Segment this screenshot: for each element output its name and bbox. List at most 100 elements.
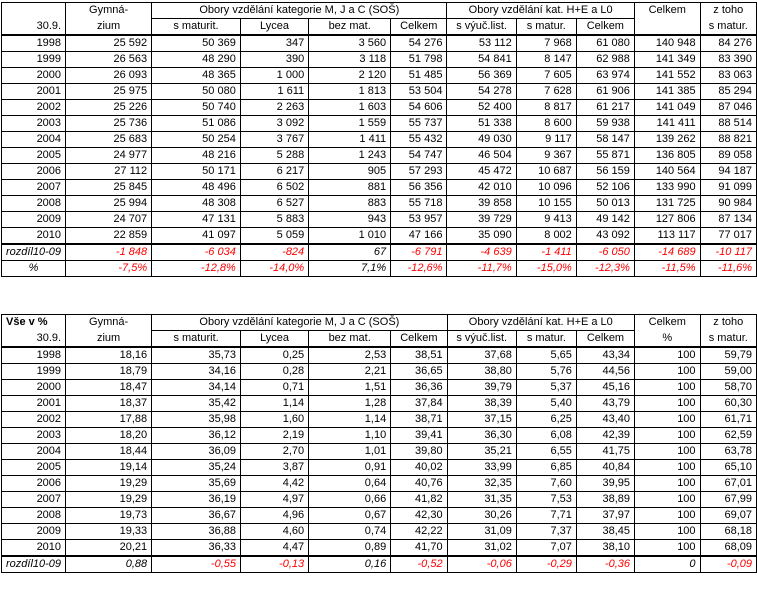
percent-change-row: % -7,5% -12,8% -14,0% 7,1% -12,6% -11,7% -15,0%… bbox=[0, 260, 757, 277]
value-cell: 5,65 bbox=[515, 346, 577, 364]
value-cell: 43,34 bbox=[575, 346, 636, 364]
value-cell: 50 740 bbox=[151, 99, 241, 116]
value-cell: 18,37 bbox=[65, 395, 153, 412]
sos-col-header: s maturit. bbox=[151, 18, 241, 36]
value-cell: 0,64 bbox=[308, 475, 392, 492]
value-cell: 54 841 bbox=[446, 51, 517, 68]
value-cell: 38,89 bbox=[575, 491, 636, 508]
value-cell: 25 845 bbox=[65, 179, 153, 196]
value-cell: 8 002 bbox=[515, 227, 577, 245]
value-cell: 63,78 bbox=[699, 443, 757, 460]
value-cell: 25 736 bbox=[65, 115, 153, 132]
value-cell: 54 606 bbox=[390, 99, 448, 116]
diff-row-value: -4 639 bbox=[446, 243, 517, 261]
year-cell: 2005 bbox=[0, 459, 67, 476]
year-cell: 2005 bbox=[0, 147, 67, 164]
value-cell: 89 058 bbox=[699, 147, 757, 164]
table-row: 2009 19,33 36,88 4,60 0,74 42,22 31,09 7,37 38,4… bbox=[0, 523, 757, 540]
value-cell: 7 605 bbox=[515, 67, 577, 84]
value-cell: 34,14 bbox=[151, 379, 241, 396]
value-cell: 3 118 bbox=[308, 51, 392, 68]
value-cell: 0,28 bbox=[239, 363, 310, 380]
value-cell: 19,29 bbox=[65, 475, 153, 492]
value-cell: 50 080 bbox=[151, 83, 241, 100]
value-cell: 36,12 bbox=[151, 427, 241, 444]
value-cell: 44,56 bbox=[575, 363, 636, 380]
value-cell: 68,09 bbox=[699, 539, 757, 557]
total-header-empty bbox=[633, 18, 701, 36]
value-cell: 100 bbox=[634, 395, 701, 412]
value-cell: 88 821 bbox=[699, 131, 757, 148]
value-cell: 4,96 bbox=[239, 507, 310, 524]
value-cell: 2,19 bbox=[239, 427, 310, 444]
value-cell: 63 974 bbox=[575, 67, 635, 84]
value-cell: 61 906 bbox=[575, 83, 635, 100]
value-cell: 20,21 bbox=[65, 539, 153, 557]
value-cell: 48 308 bbox=[151, 195, 241, 212]
value-cell: 2 263 bbox=[239, 99, 310, 116]
value-cell: 4,47 bbox=[239, 539, 310, 557]
value-cell: 48 216 bbox=[151, 147, 241, 164]
year-cell: 2000 bbox=[0, 379, 67, 396]
diff-row-value: -10 117 bbox=[699, 243, 757, 261]
value-cell: 136 805 bbox=[633, 147, 701, 164]
value-cell: 141 349 bbox=[633, 51, 701, 68]
value-cell: 61 080 bbox=[575, 34, 635, 52]
table-row: 2006 19,29 35,69 4,42 0,64 40,76 32,35 7,60 39,9… bbox=[0, 475, 757, 492]
value-cell: 2,70 bbox=[239, 443, 310, 460]
value-cell: 50 254 bbox=[151, 131, 241, 148]
value-cell: 41,70 bbox=[390, 539, 448, 557]
value-cell: 0,74 bbox=[308, 523, 392, 540]
value-cell: 7 628 bbox=[515, 83, 577, 100]
hl-group-header: Obory vzdělání kat. H+E a L0 bbox=[446, 314, 636, 331]
value-cell: 53 504 bbox=[390, 83, 448, 100]
value-cell: 41 097 bbox=[151, 227, 241, 245]
value-cell: 1 603 bbox=[308, 99, 392, 116]
diff-row-value: -0,36 bbox=[575, 555, 636, 573]
value-cell: 0,67 bbox=[308, 507, 392, 524]
value-cell: 59,79 bbox=[699, 346, 757, 364]
value-cell: 62,59 bbox=[699, 427, 757, 444]
value-cell: 36,36 bbox=[390, 379, 448, 396]
value-cell: 51 086 bbox=[151, 115, 241, 132]
value-cell: 58 147 bbox=[575, 131, 635, 148]
table-row: 2010 22 859 41 097 5 059 1 010 47 166 35 090 8 … bbox=[0, 227, 757, 245]
value-cell: 77 017 bbox=[699, 227, 757, 245]
ztoho-header-bottom: s matur. bbox=[699, 330, 757, 348]
value-cell: 39 729 bbox=[446, 211, 517, 228]
year-cell: 2009 bbox=[0, 523, 67, 540]
value-cell: 85 294 bbox=[699, 83, 757, 100]
value-cell: 24 707 bbox=[65, 211, 153, 228]
gym-header-top: Gymná- bbox=[65, 2, 153, 19]
year-cell: 1999 bbox=[0, 363, 67, 380]
table-row: 2006 27 112 50 171 6 217 905 57 293 45 472 10 6… bbox=[0, 163, 757, 180]
value-cell: 56 159 bbox=[575, 163, 635, 180]
value-cell: 52 106 bbox=[575, 179, 635, 196]
year-cell: 2010 bbox=[0, 539, 67, 557]
value-cell: 905 bbox=[308, 163, 392, 180]
hl-col-header: s výuč.list. bbox=[446, 330, 517, 348]
date-label: 30.9. bbox=[0, 18, 67, 36]
value-cell: 37,97 bbox=[575, 507, 636, 524]
value-cell: 1,60 bbox=[239, 411, 310, 428]
value-cell: 36,33 bbox=[151, 539, 241, 557]
year-cell: 2002 bbox=[0, 411, 67, 428]
diff-row-value: -0,13 bbox=[239, 555, 310, 573]
sos-col-header: s maturit. bbox=[151, 330, 241, 348]
table-row: 1999 18,79 34,16 0,28 2,21 36,65 38,80 5,76 44,5… bbox=[0, 363, 757, 380]
value-cell: 31,09 bbox=[446, 523, 517, 540]
value-cell: 6,55 bbox=[515, 443, 577, 460]
value-cell: 56 356 bbox=[390, 179, 448, 196]
value-cell: 6,85 bbox=[515, 459, 577, 476]
hl-col-header: Celkem bbox=[575, 18, 635, 36]
value-cell: 36,88 bbox=[151, 523, 241, 540]
table-row: 2007 25 845 48 496 6 502 881 56 356 42 010 10 0… bbox=[0, 179, 757, 196]
table-row: 2003 25 736 51 086 3 092 1 559 55 737 51 338 8 … bbox=[0, 115, 757, 132]
value-cell: 25 226 bbox=[65, 99, 153, 116]
value-cell: 100 bbox=[634, 459, 701, 476]
year-cell: 2007 bbox=[0, 179, 67, 196]
value-cell: 19,14 bbox=[65, 459, 153, 476]
table-row: 2008 25 994 48 308 6 527 883 55 718 39 858 10 1… bbox=[0, 195, 757, 212]
value-cell: 87 046 bbox=[699, 99, 757, 116]
value-cell: 100 bbox=[634, 363, 701, 380]
